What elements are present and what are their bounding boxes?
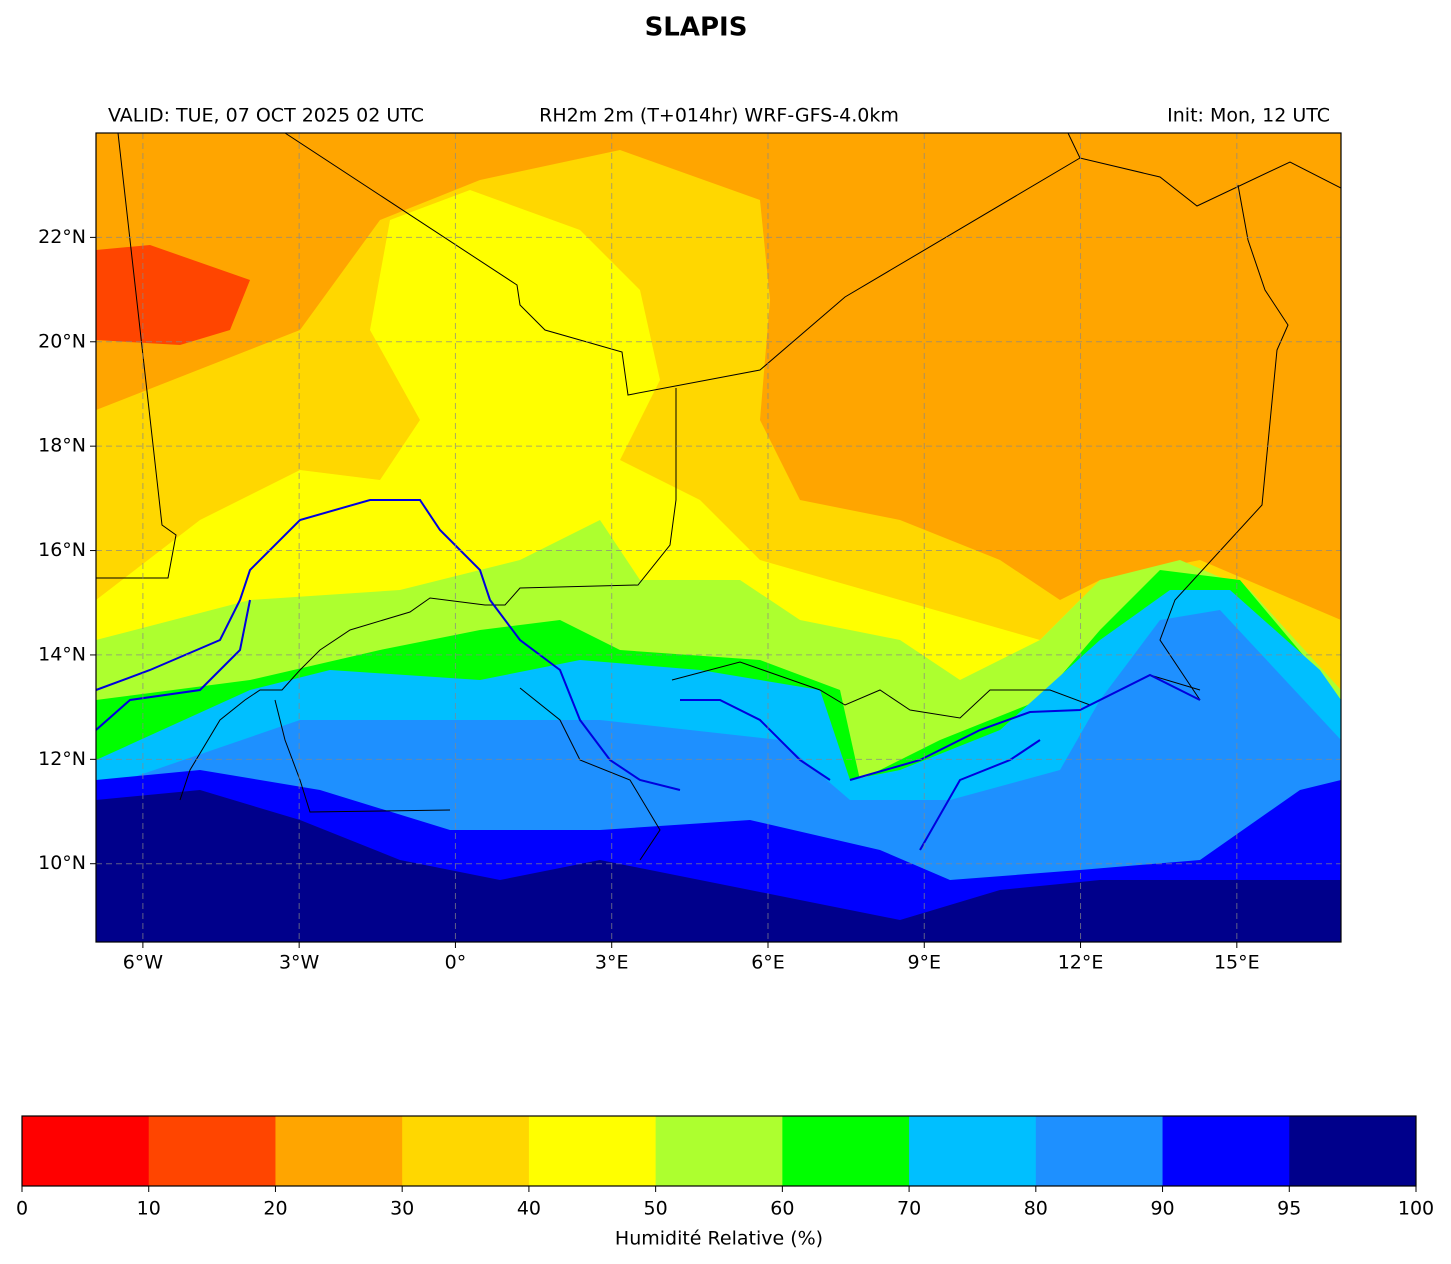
colorbar-label: Humidité Relative (%) (615, 1228, 823, 1250)
x-tick-label: 3°E (595, 952, 629, 974)
colorbar-tick-label: 70 (897, 1198, 921, 1220)
y-tick-label: 20°N (38, 330, 86, 352)
x-tick-label: 0° (445, 952, 467, 974)
colorbar-tick-label: 100 (1398, 1198, 1434, 1220)
x-tick-label: 3°W (279, 952, 320, 974)
colorbar-tick-label: 95 (1277, 1198, 1301, 1220)
colorbar-frame (21, 1115, 1417, 1187)
grid (96, 133, 1341, 942)
x-tick-label: 6°W (123, 952, 164, 974)
colorbar-swatch (909, 1116, 1037, 1186)
colorbar-swatch (275, 1116, 403, 1186)
colorbar-swatch (782, 1116, 910, 1186)
colorbar-swatch (1035, 1116, 1164, 1186)
colorbar-tick-label: 60 (770, 1198, 794, 1220)
colorbar-tick-label: 40 (517, 1198, 541, 1220)
title: SLAPIS (645, 13, 748, 43)
colorbar-swatch (1289, 1116, 1417, 1186)
field-region (96, 790, 1341, 942)
river (96, 499, 1201, 851)
y-tick-label: 14°N (38, 643, 86, 665)
x-tick-label: 12°E (1058, 952, 1104, 974)
y-tick-label: 12°N (38, 748, 86, 770)
colorbar-tick-label: 10 (137, 1198, 161, 1220)
map-frame (95, 132, 1342, 943)
colorbar-tick-label: 30 (390, 1198, 414, 1220)
colorbar-tick-label: 50 (644, 1198, 668, 1220)
init-time: Init: Mon, 12 UTC (1167, 105, 1330, 127)
x-tick-label: 6°E (751, 952, 785, 974)
colorbar-swatch (22, 1116, 150, 1186)
colorbar-tick-label: 90 (1150, 1198, 1174, 1220)
country-border (96, 133, 1341, 861)
colorbar-swatch (402, 1116, 530, 1186)
y-tick-label: 16°N (38, 539, 86, 561)
rh-field (96, 133, 1341, 942)
colorbar-tick-label: 0 (16, 1198, 28, 1220)
colorbar (22, 1116, 1417, 1186)
colorbar-tick-label: 20 (263, 1198, 287, 1220)
y-tick-label: 18°N (38, 435, 86, 457)
y-tick-label: 22°N (38, 226, 86, 248)
colorbar-tick-label: 80 (1024, 1198, 1048, 1220)
valid-time: VALID: TUE, 07 OCT 2025 02 UTC (108, 105, 424, 127)
field-region (96, 245, 250, 345)
x-tick-label: 9°E (907, 952, 941, 974)
y-tick-label: 10°N (38, 852, 86, 874)
product: RH2m 2m (T+014hr) WRF-GFS-4.0km (539, 105, 899, 127)
colorbar-swatch (148, 1116, 276, 1186)
colorbar-swatch (528, 1116, 657, 1186)
x-tick-label: 15°E (1214, 952, 1260, 974)
colorbar-swatch (1162, 1116, 1290, 1186)
colorbar-swatch (655, 1116, 783, 1186)
